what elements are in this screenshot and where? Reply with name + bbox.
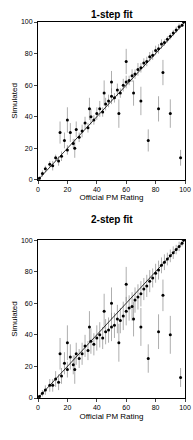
svg-text:60: 60 [122,186,130,193]
svg-text:Official PM Rating: Official PM Rating [80,412,144,421]
svg-text:2-step fit: 2-step fit [91,214,133,225]
svg-text:20: 20 [25,363,33,370]
svg-text:80: 80 [25,50,33,57]
svg-text:Simulated: Simulated [10,83,19,119]
svg-text:100: 100 [179,186,191,193]
svg-text:80: 80 [152,186,160,193]
svg-text:60: 60 [122,404,130,411]
svg-text:Official PM Rating: Official PM Rating [80,193,144,202]
svg-text:20: 20 [64,186,72,193]
svg-text:Simulated: Simulated [10,301,19,337]
svg-text:100: 100 [179,404,191,411]
svg-text:40: 40 [25,331,33,338]
svg-text:60: 60 [25,300,33,307]
svg-text:100: 100 [21,237,33,244]
svg-text:0: 0 [29,394,33,401]
svg-text:20: 20 [64,404,72,411]
svg-text:40: 40 [25,113,33,120]
svg-text:80: 80 [25,268,33,275]
svg-text:40: 40 [93,404,101,411]
svg-text:60: 60 [25,82,33,89]
svg-text:80: 80 [152,404,160,411]
svg-text:1-step fit: 1-step fit [91,9,133,20]
svg-text:20: 20 [25,145,33,152]
svg-text:0: 0 [29,176,33,183]
svg-text:0: 0 [36,186,40,193]
svg-text:100: 100 [21,18,33,25]
svg-text:0: 0 [36,404,40,411]
svg-text:40: 40 [93,186,101,193]
